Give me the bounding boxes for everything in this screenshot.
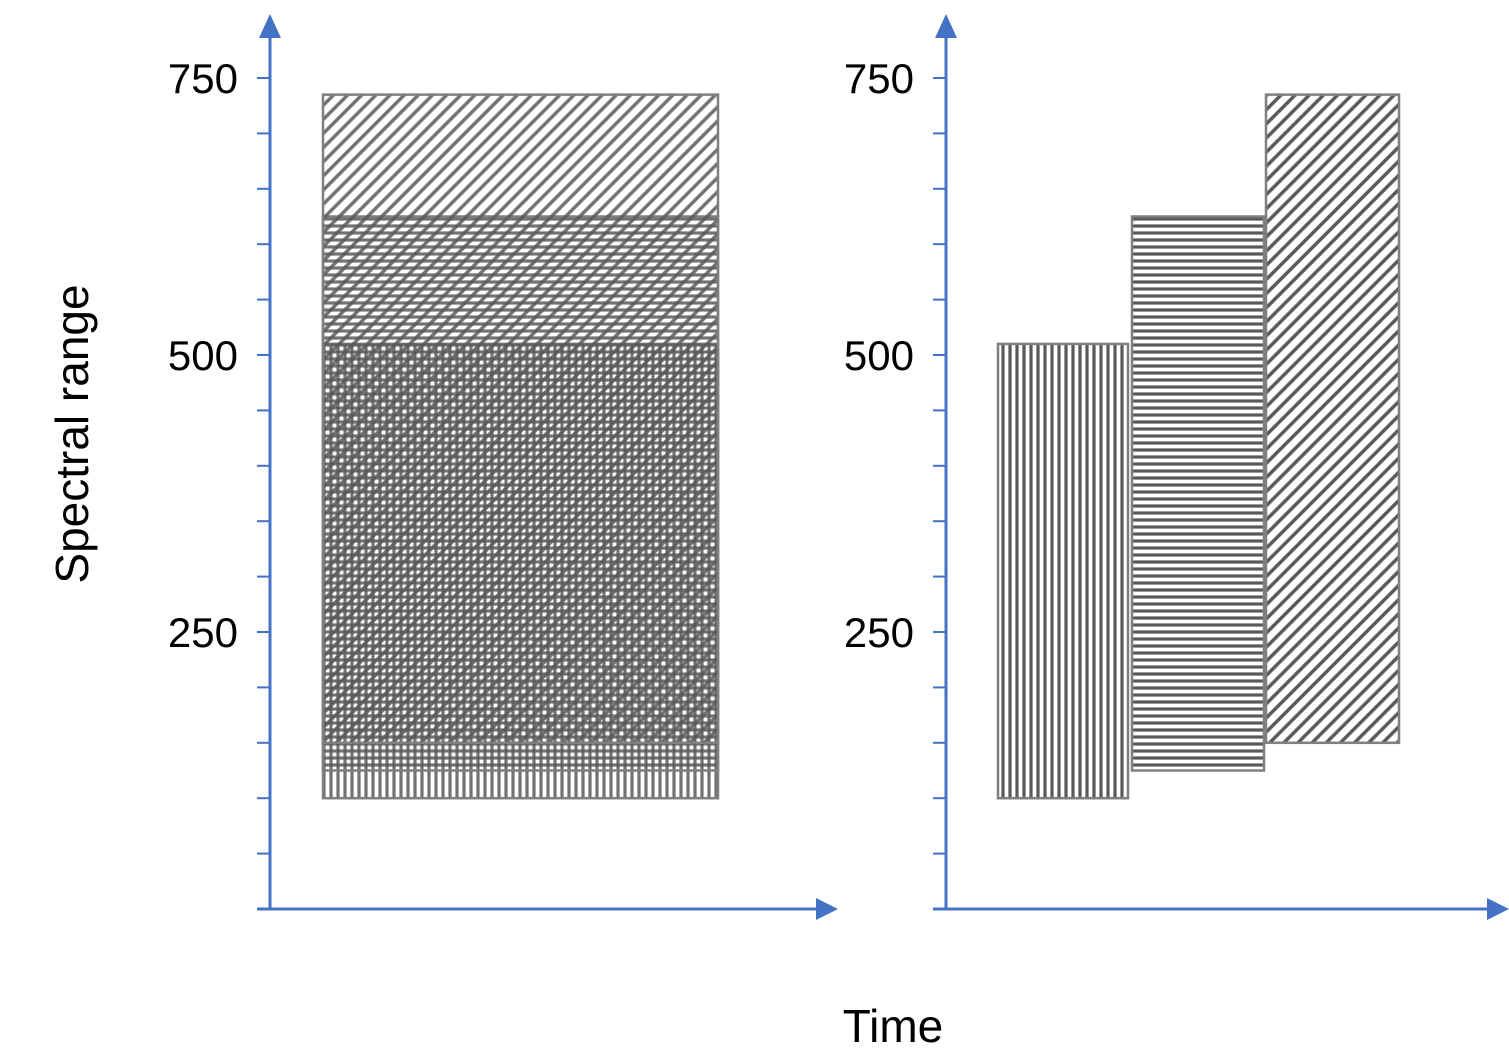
right-y-axis-arrow	[935, 14, 957, 38]
left-x-axis-arrow	[816, 898, 838, 920]
right-diagonal-hatch-band	[1264, 93, 1401, 745]
bands-layer	[321, 93, 1401, 800]
right-vertical-hatch-band	[996, 342, 1130, 800]
axes-layer	[257, 14, 1509, 920]
right-y-tick-label: 500	[844, 332, 914, 379]
x-axis-label: Time	[843, 1000, 944, 1052]
labels-layer: Spectral range Time 250 500 750 250 500 750	[46, 55, 943, 1052]
right-y-tick-label: 250	[844, 609, 914, 656]
right-y-tick-label: 750	[844, 55, 914, 102]
left-y-tick-label: 750	[168, 55, 238, 102]
left-y-axis-arrow	[259, 14, 281, 38]
right-x-axis-arrow	[1487, 898, 1509, 920]
left-diagonal-hatch-band	[321, 93, 720, 745]
right-panel-axes	[933, 14, 1509, 920]
y-axis-label: Spectral range	[46, 284, 98, 583]
left-y-tick-label: 500	[168, 332, 238, 379]
left-panel-axes	[257, 14, 838, 920]
left-y-tick-label: 250	[168, 609, 238, 656]
right-horizontal-hatch-band	[1130, 215, 1266, 772]
